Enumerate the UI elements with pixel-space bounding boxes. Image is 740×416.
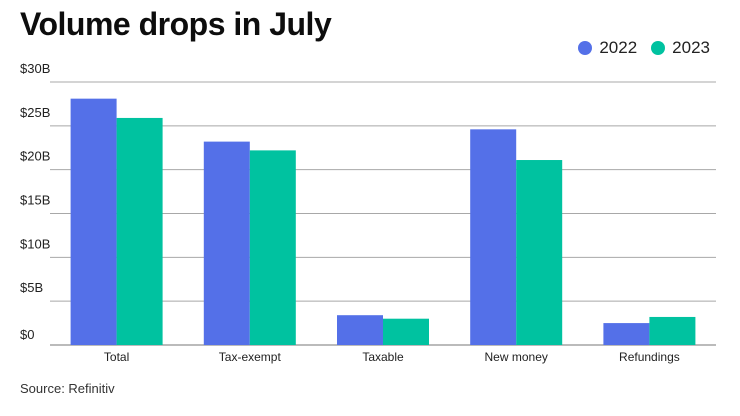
chart-title: Volume drops in July [20,6,332,42]
bar-2022-new-money [470,129,517,345]
y-tick-label: $25B [20,105,50,120]
bar-2023-refundings [649,316,696,345]
bar-2023-new-money [516,160,563,345]
y-tick-label: $10B [20,236,50,251]
bar-2022-taxable [337,315,383,345]
bar-2022-refundings [603,323,650,345]
legend-item-2023: 2023 [651,38,710,58]
legend-item-2022: 2022 [578,38,637,58]
y-tick-label: $15B [20,193,50,208]
legend-swatch-2023 [651,41,666,55]
y-tick-label: $0 [20,327,34,342]
bar-2023-taxable [383,318,429,345]
legend-label-2023: 2023 [672,38,710,57]
x-category-label: Refundings [619,350,680,364]
legend: 2022 2023 [578,38,710,58]
y-tick-label: $30B [20,61,50,76]
bar-2023-total [116,117,163,346]
y-tick-label: $5B [20,280,43,295]
legend-label-2022: 2022 [599,38,638,57]
x-category-label: Total [104,350,129,364]
y-tick-label: $20B [20,149,50,164]
bar-2023-tax-exempt [249,150,296,345]
legend-swatch-2022 [578,41,593,55]
bar-2022-tax-exempt [203,141,250,345]
x-category-label: Tax-exempt [219,350,282,364]
source-note: Source: Refinitiv [20,381,115,396]
x-category-label: New money [485,350,548,364]
x-category-label: Taxable [362,350,404,364]
bar-2022-total [70,98,117,345]
